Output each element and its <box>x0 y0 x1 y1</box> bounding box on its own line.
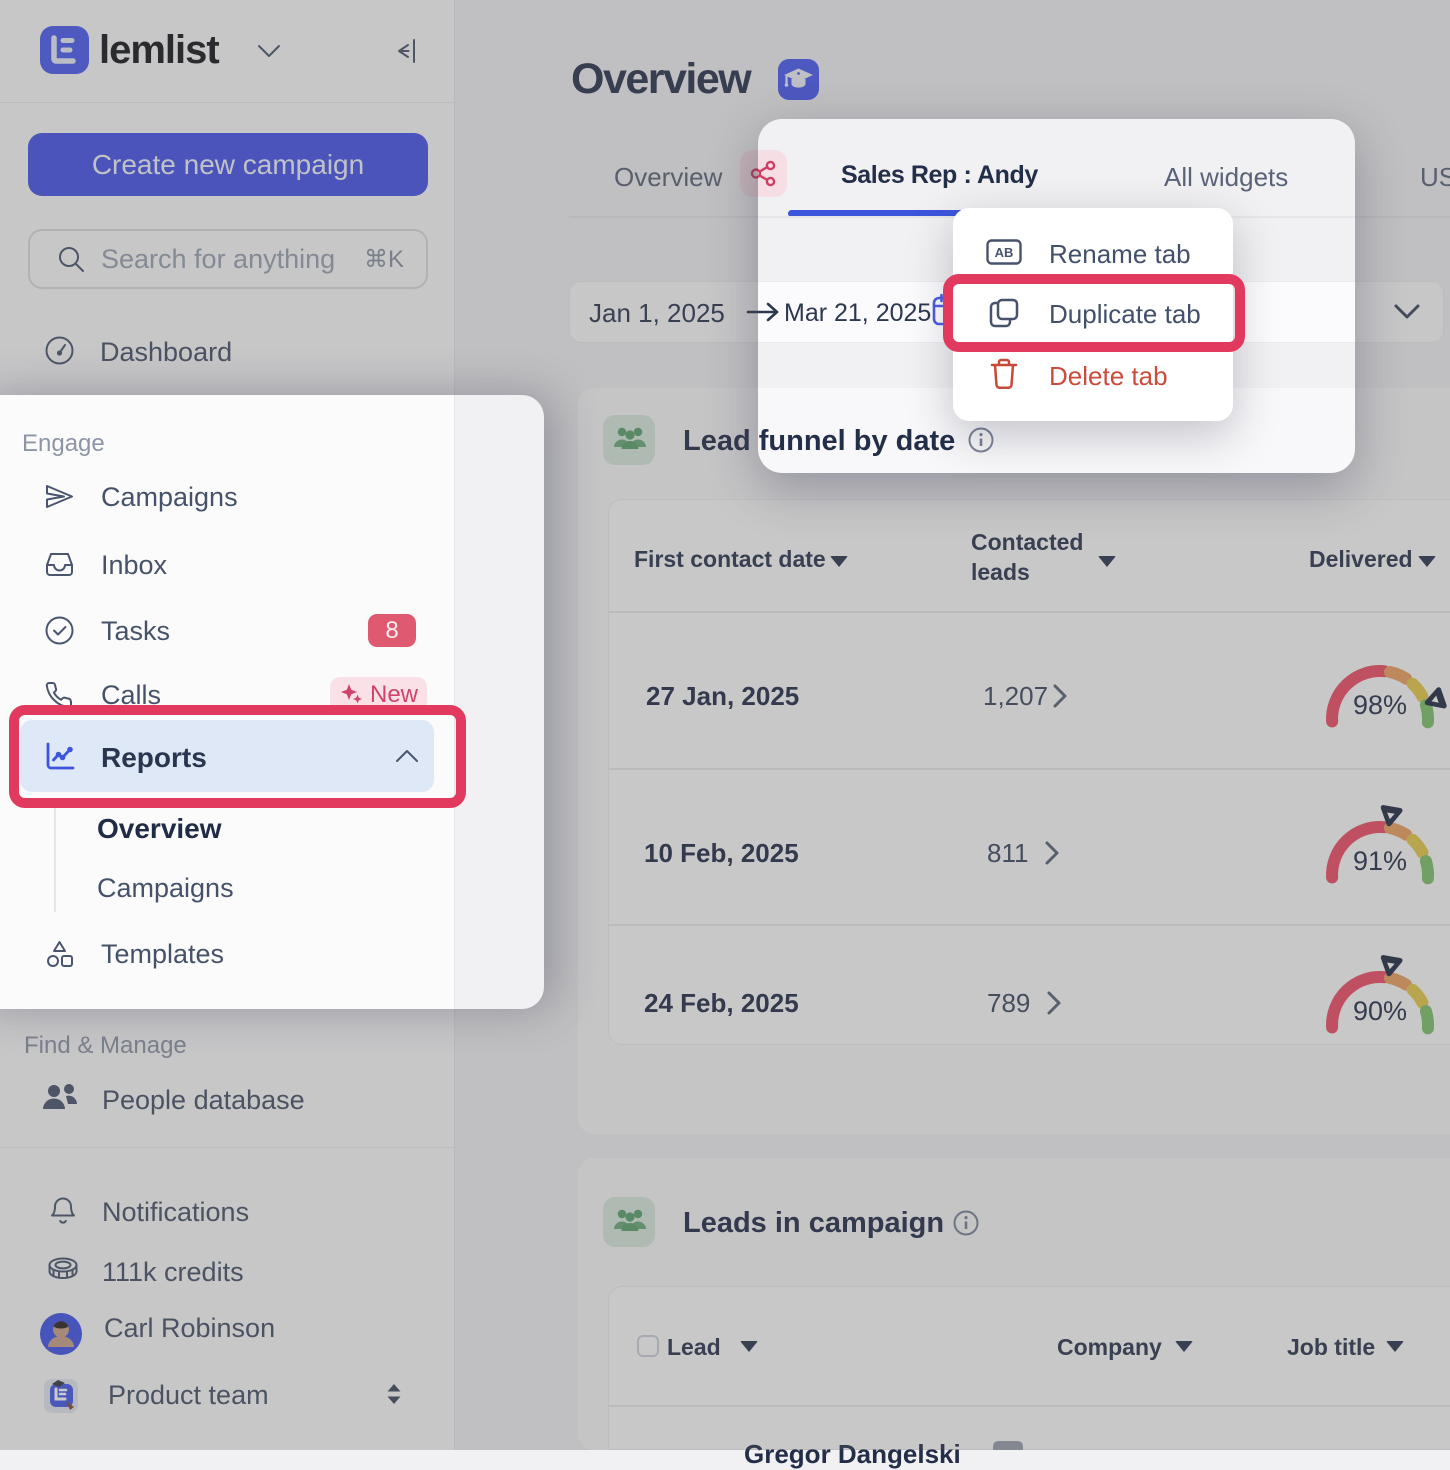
svg-text:AB: AB <box>995 245 1014 260</box>
